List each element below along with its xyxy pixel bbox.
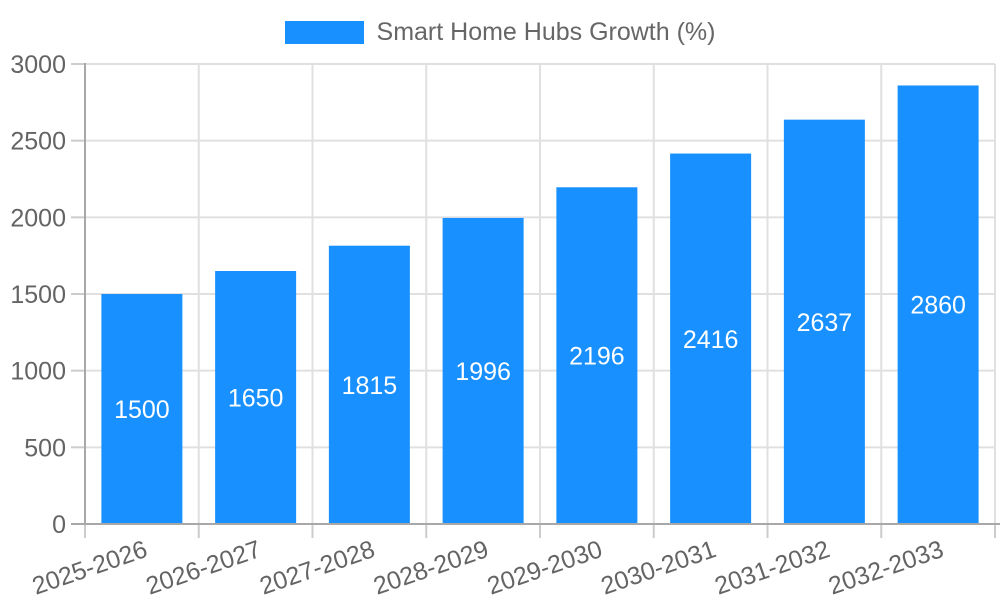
y-tick-label: 2000 — [10, 204, 66, 232]
bar-value-label: 1500 — [114, 396, 170, 424]
bar-value-label: 2860 — [910, 292, 966, 320]
x-tick-label: 2027-2028 — [256, 535, 378, 600]
y-tick-label: 500 — [24, 434, 66, 462]
bar-value-label: 1996 — [455, 358, 511, 386]
bar-value-label: 2416 — [683, 326, 739, 354]
y-tick-label: 3000 — [10, 51, 66, 79]
bar[interactable] — [215, 271, 297, 523]
x-tick-label: 2026-2027 — [142, 535, 264, 600]
bar[interactable] — [328, 245, 410, 523]
x-tick-label: 2032-2033 — [825, 535, 947, 600]
bar-value-label: 2196 — [569, 343, 625, 371]
x-tick-label: 2025-2026 — [29, 535, 151, 600]
bar[interactable] — [783, 119, 865, 523]
x-tick-label: 2030-2031 — [597, 535, 719, 600]
y-tick-label: 1000 — [10, 358, 66, 386]
y-tick-label: 1500 — [10, 281, 66, 309]
bar-value-label: 1815 — [342, 372, 398, 400]
bar-value-label: 2637 — [797, 309, 853, 337]
legend-swatch[interactable] — [284, 21, 364, 44]
x-tick-label: 2029-2030 — [484, 535, 606, 600]
bar[interactable] — [670, 153, 752, 523]
x-tick-label: 2031-2032 — [711, 535, 833, 600]
bar[interactable] — [101, 294, 183, 523]
bar[interactable] — [897, 85, 979, 523]
x-tick-label: 2028-2029 — [370, 535, 492, 600]
bar[interactable] — [556, 187, 638, 523]
legend[interactable]: Smart Home Hubs Growth (%) — [0, 20, 1000, 45]
legend-label: Smart Home Hubs Growth (%) — [376, 18, 716, 46]
bar[interactable] — [442, 217, 524, 524]
bar-value-label: 1650 — [228, 385, 284, 413]
y-tick-label: 0 — [52, 511, 66, 539]
y-tick-label: 2500 — [10, 128, 66, 156]
